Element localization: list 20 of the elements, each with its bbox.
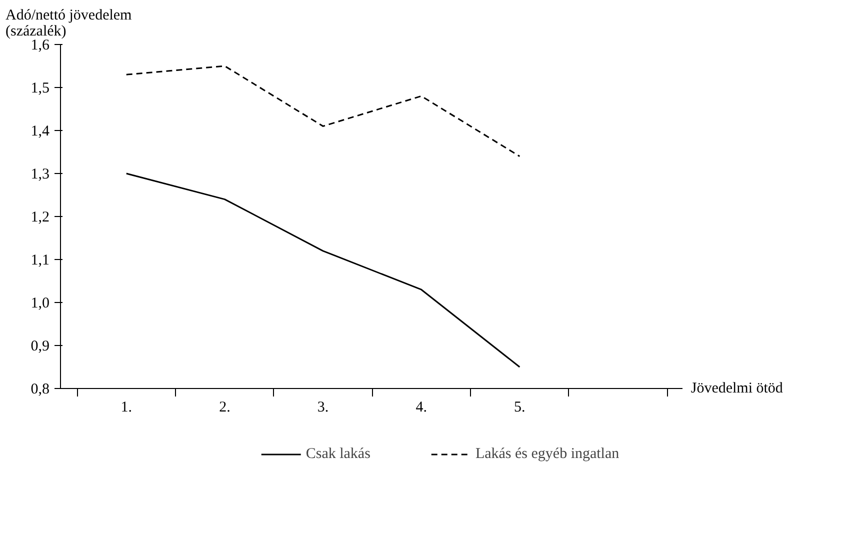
y-axis-title: Adó/nettó jövedelem (százalék) [6, 8, 132, 40]
y-tick-label: 1,1 [30, 252, 50, 268]
y-tick-label: 1,6 [30, 38, 50, 54]
line-series [126, 65, 520, 158]
x-tick-label: 2. [219, 400, 230, 416]
x-tick-label: 1. [120, 400, 132, 416]
x-tick-label: 4. [416, 400, 427, 416]
legend-label: Csak lakás [306, 446, 370, 462]
y-tick-label: 0,8 [30, 382, 50, 398]
x-tick-label: 5. [514, 400, 526, 416]
x-tick-label: 3. [317, 400, 329, 416]
y-tick-label: 0,9 [30, 338, 50, 354]
y-tick-label: 1,4 [30, 124, 50, 140]
line-series [126, 172, 520, 368]
legend-label: Lakás és egyéb ingatlan [475, 446, 620, 462]
y-tick-label: 1,3 [30, 166, 50, 182]
y-tick-label: 1,0 [30, 296, 50, 312]
y-tick-label: 1,5 [30, 80, 50, 96]
text: Jövedelmi ötöd [690, 380, 784, 396]
y-tick-label: 1,2 [30, 210, 50, 226]
